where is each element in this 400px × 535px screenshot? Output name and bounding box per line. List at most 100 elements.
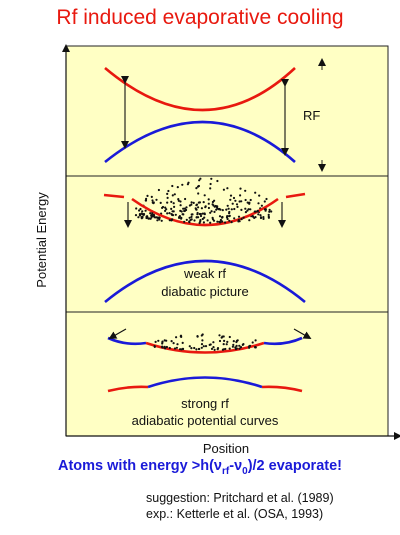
atom-dot [221, 348, 224, 351]
atom-dot [190, 347, 193, 350]
atom-dot [200, 207, 203, 210]
atom-dot [221, 220, 224, 223]
atom-dot [175, 346, 178, 349]
atom-dot [228, 347, 231, 350]
atom-dot [254, 345, 257, 349]
atom-dot [140, 217, 143, 220]
atom-dot [173, 205, 176, 208]
atom-dot [210, 177, 213, 180]
atom-dot [264, 208, 267, 211]
atom-dot [197, 192, 200, 195]
atom-dot [238, 200, 241, 203]
atom-dot [230, 221, 233, 224]
atom-dot [172, 210, 175, 213]
panel-3-escape-arrow-right [293, 328, 312, 339]
atom-dot [144, 199, 147, 202]
atom-dot [222, 188, 225, 191]
atom-dot [182, 207, 185, 210]
atom-dot [177, 199, 180, 202]
atom-dot [265, 197, 268, 201]
atom-dot [210, 210, 213, 213]
atom-dot [242, 216, 245, 219]
atom-dot [196, 211, 199, 215]
atom-dot [176, 343, 179, 346]
atom-dot [251, 215, 254, 218]
atom-dot [229, 198, 232, 201]
atom-dot [239, 194, 242, 197]
atom-dot [203, 212, 206, 215]
atom-dot [146, 194, 149, 197]
atom-dot [201, 217, 204, 221]
atom-dot [166, 212, 169, 215]
atom-dot [235, 203, 239, 206]
atom-dot [157, 339, 160, 342]
atom-dot [212, 341, 215, 344]
atom-dot [196, 185, 200, 188]
atom-dot [165, 345, 168, 349]
atom-dot [260, 204, 263, 207]
atom-dot [192, 201, 195, 204]
atom-dot [249, 208, 252, 211]
atom-dot [207, 202, 210, 205]
reference-experiment: exp.: Ketterle et al. (OSA, 1993) [146, 507, 324, 521]
atom-dot [180, 210, 183, 213]
atom-dot [240, 208, 243, 211]
atom-dot [248, 345, 251, 348]
atom-dot [232, 340, 235, 343]
atom-dot [171, 213, 174, 216]
atom-dot [202, 221, 205, 224]
atom-dot [229, 194, 233, 197]
atom-dot [251, 341, 254, 344]
atom-dot [177, 198, 180, 201]
atom-dot [155, 198, 158, 201]
atom-dot [224, 347, 227, 351]
atom-dot [233, 217, 236, 220]
atom-dot [181, 341, 184, 344]
atom-dot [270, 210, 273, 213]
atom-dot [203, 194, 206, 197]
atom-dot [209, 211, 212, 214]
atom-dot [218, 334, 221, 337]
atom-dot [204, 345, 208, 348]
atom-dot [195, 187, 198, 190]
panel-2-potential-right-stub [285, 192, 306, 199]
atom-dot [219, 218, 222, 222]
atom-dot [216, 179, 219, 183]
panel-2-lower-potential-curve [104, 259, 306, 304]
atom-dot [240, 200, 243, 203]
atom-dot [253, 210, 256, 213]
atom-dot [222, 343, 225, 346]
atom-dot [241, 343, 244, 346]
atom-dot [144, 209, 147, 212]
atom-dot [208, 343, 211, 346]
atom-dot [226, 340, 229, 343]
atom-dot [166, 196, 169, 199]
panel-2-label-line-1: weak rf [183, 266, 226, 281]
y-axis-label: Potential Energy [34, 192, 49, 288]
atom-dot [164, 347, 167, 350]
atom-dot [171, 194, 174, 197]
atom-dot [262, 216, 265, 219]
atom-dot [204, 205, 207, 208]
atom-dot [237, 218, 240, 221]
atom-dot [181, 183, 184, 186]
atom-dot [209, 221, 212, 224]
atom-dot [236, 205, 239, 208]
atom-dot [234, 199, 237, 202]
panel-3-lower-curve-left-red [107, 385, 149, 393]
atom-dot [240, 218, 243, 221]
atom-dot [227, 207, 230, 210]
atom-dot [135, 207, 138, 210]
atom-dot [141, 210, 144, 213]
atom-dot [232, 196, 236, 200]
atom-dot [193, 346, 196, 350]
atom-dot [173, 193, 176, 196]
panel-1-background [66, 46, 388, 176]
atom-dot [239, 346, 243, 349]
atom-dot [200, 343, 204, 346]
atom-dot [244, 198, 247, 202]
atom-dot [189, 218, 192, 222]
atom-dot [248, 219, 251, 222]
atom-dot [170, 219, 173, 222]
atom-dot [235, 340, 238, 344]
